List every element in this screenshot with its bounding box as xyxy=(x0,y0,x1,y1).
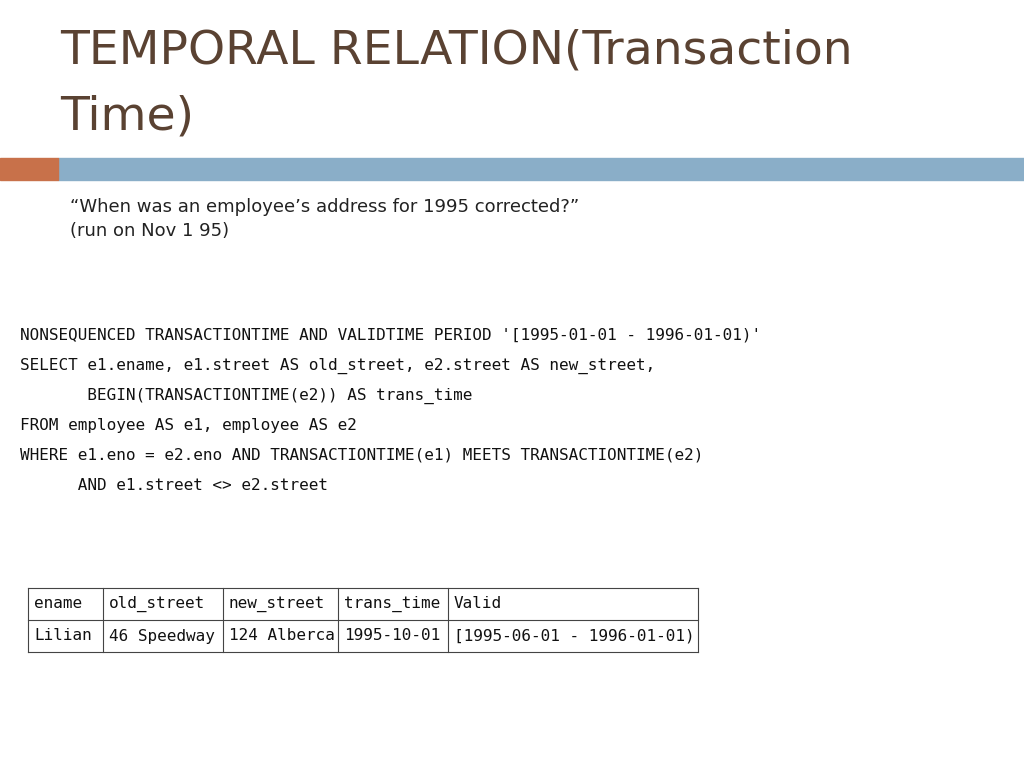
Text: NONSEQUENCED TRANSACTIONTIME AND VALIDTIME PERIOD '[1995-01-01 - 1996-01-01)': NONSEQUENCED TRANSACTIONTIME AND VALIDTI… xyxy=(20,328,761,343)
Text: 1995-10-01: 1995-10-01 xyxy=(344,628,440,644)
Text: old_street: old_street xyxy=(109,596,205,612)
Text: WHERE e1.eno = e2.eno AND TRANSACTIONTIME(e1) MEETS TRANSACTIONTIME(e2): WHERE e1.eno = e2.eno AND TRANSACTIONTIM… xyxy=(20,448,703,463)
Text: Lilian: Lilian xyxy=(34,628,92,644)
Text: Time): Time) xyxy=(60,95,194,140)
Text: 46 Speedway: 46 Speedway xyxy=(109,628,215,644)
Text: TEMPORAL RELATION(Transaction: TEMPORAL RELATION(Transaction xyxy=(60,28,853,73)
Text: “When was an employee’s address for 1995 corrected?”: “When was an employee’s address for 1995… xyxy=(70,198,580,216)
Text: AND e1.street <> e2.street: AND e1.street <> e2.street xyxy=(20,478,328,493)
Text: trans_time: trans_time xyxy=(344,596,440,612)
Text: BEGIN(TRANSACTIONTIME(e2)) AS trans_time: BEGIN(TRANSACTIONTIME(e2)) AS trans_time xyxy=(20,388,472,404)
Text: Valid: Valid xyxy=(454,597,502,611)
Text: (run on Nov 1 95): (run on Nov 1 95) xyxy=(70,222,229,240)
Text: FROM employee AS e1, employee AS e2: FROM employee AS e1, employee AS e2 xyxy=(20,418,357,433)
Text: new_street: new_street xyxy=(229,596,326,612)
Text: ename: ename xyxy=(34,597,82,611)
Bar xyxy=(0,158,58,180)
Text: 124 Alberca: 124 Alberca xyxy=(229,628,335,644)
Bar xyxy=(58,158,1024,180)
Text: [1995-06-01 - 1996-01-01): [1995-06-01 - 1996-01-01) xyxy=(454,628,694,644)
Text: SELECT e1.ename, e1.street AS old_street, e2.street AS new_street,: SELECT e1.ename, e1.street AS old_street… xyxy=(20,358,655,374)
